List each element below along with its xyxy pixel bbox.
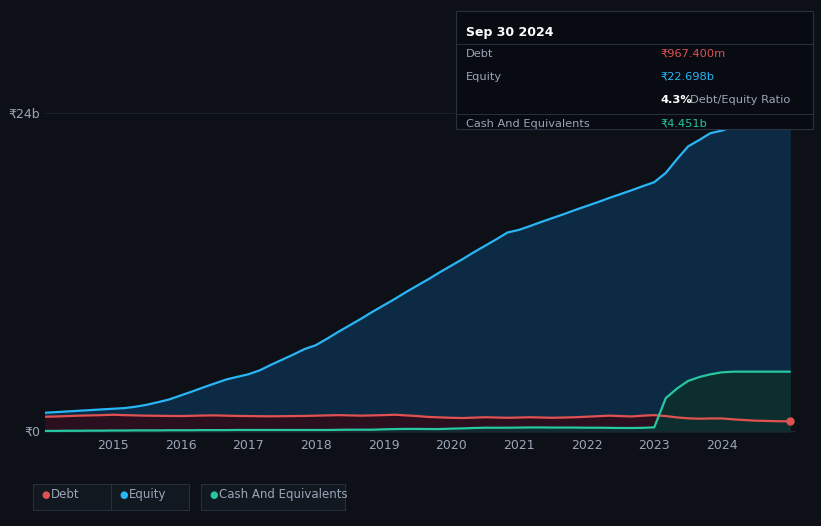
Text: ●: ● bbox=[41, 490, 49, 500]
Text: Debt: Debt bbox=[466, 49, 493, 59]
Text: ●: ● bbox=[209, 490, 218, 500]
Text: Equity: Equity bbox=[466, 72, 502, 82]
Text: ₹4.451b: ₹4.451b bbox=[661, 119, 708, 129]
Text: Sep 30 2024: Sep 30 2024 bbox=[466, 26, 554, 39]
Text: Debt: Debt bbox=[51, 489, 80, 501]
Text: ₹22.698b: ₹22.698b bbox=[661, 72, 715, 82]
Text: 4.3%: 4.3% bbox=[661, 95, 693, 105]
Text: Equity: Equity bbox=[129, 489, 167, 501]
Text: Cash And Equivalents: Cash And Equivalents bbox=[466, 119, 590, 129]
Text: Cash And Equivalents: Cash And Equivalents bbox=[219, 489, 348, 501]
Text: ●: ● bbox=[119, 490, 127, 500]
Text: ₹967.400m: ₹967.400m bbox=[661, 49, 726, 59]
Text: Debt/Equity Ratio: Debt/Equity Ratio bbox=[690, 95, 791, 105]
